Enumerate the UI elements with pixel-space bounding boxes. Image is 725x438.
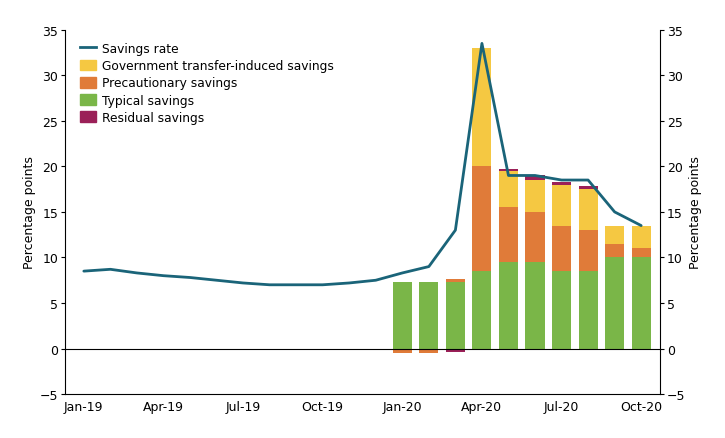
Bar — [526, 180, 544, 212]
Bar — [499, 262, 518, 349]
Bar — [499, 170, 518, 172]
Bar — [605, 226, 624, 244]
Bar — [473, 272, 492, 349]
Y-axis label: Percentage points: Percentage points — [689, 156, 703, 269]
Bar — [419, 349, 439, 353]
Bar — [552, 226, 571, 272]
Bar — [499, 208, 518, 262]
Legend: Savings rate, Government transfer-induced savings, Precautionary savings, Typica: Savings rate, Government transfer-induce… — [78, 40, 336, 127]
Bar — [631, 226, 651, 249]
Bar — [473, 167, 492, 272]
Bar — [579, 190, 597, 230]
Bar — [579, 230, 597, 272]
Bar — [631, 258, 651, 349]
Bar — [526, 176, 544, 180]
Bar — [579, 187, 597, 190]
Bar — [419, 283, 439, 349]
Bar — [499, 172, 518, 208]
Bar — [526, 212, 544, 262]
Bar — [446, 349, 465, 353]
Bar — [631, 249, 651, 258]
Bar — [579, 272, 597, 349]
Bar — [605, 258, 624, 349]
Bar — [552, 185, 571, 226]
Bar — [393, 283, 412, 349]
Bar — [473, 49, 492, 167]
Bar — [552, 183, 571, 185]
Y-axis label: Percentage points: Percentage points — [22, 156, 36, 269]
Bar — [446, 280, 465, 283]
Bar — [446, 283, 465, 349]
Bar — [605, 244, 624, 258]
Bar — [393, 349, 412, 353]
Bar — [526, 262, 544, 349]
Bar — [552, 272, 571, 349]
